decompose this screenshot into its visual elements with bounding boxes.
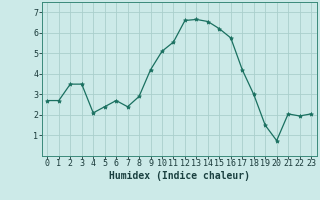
X-axis label: Humidex (Indice chaleur): Humidex (Indice chaleur) (109, 171, 250, 181)
